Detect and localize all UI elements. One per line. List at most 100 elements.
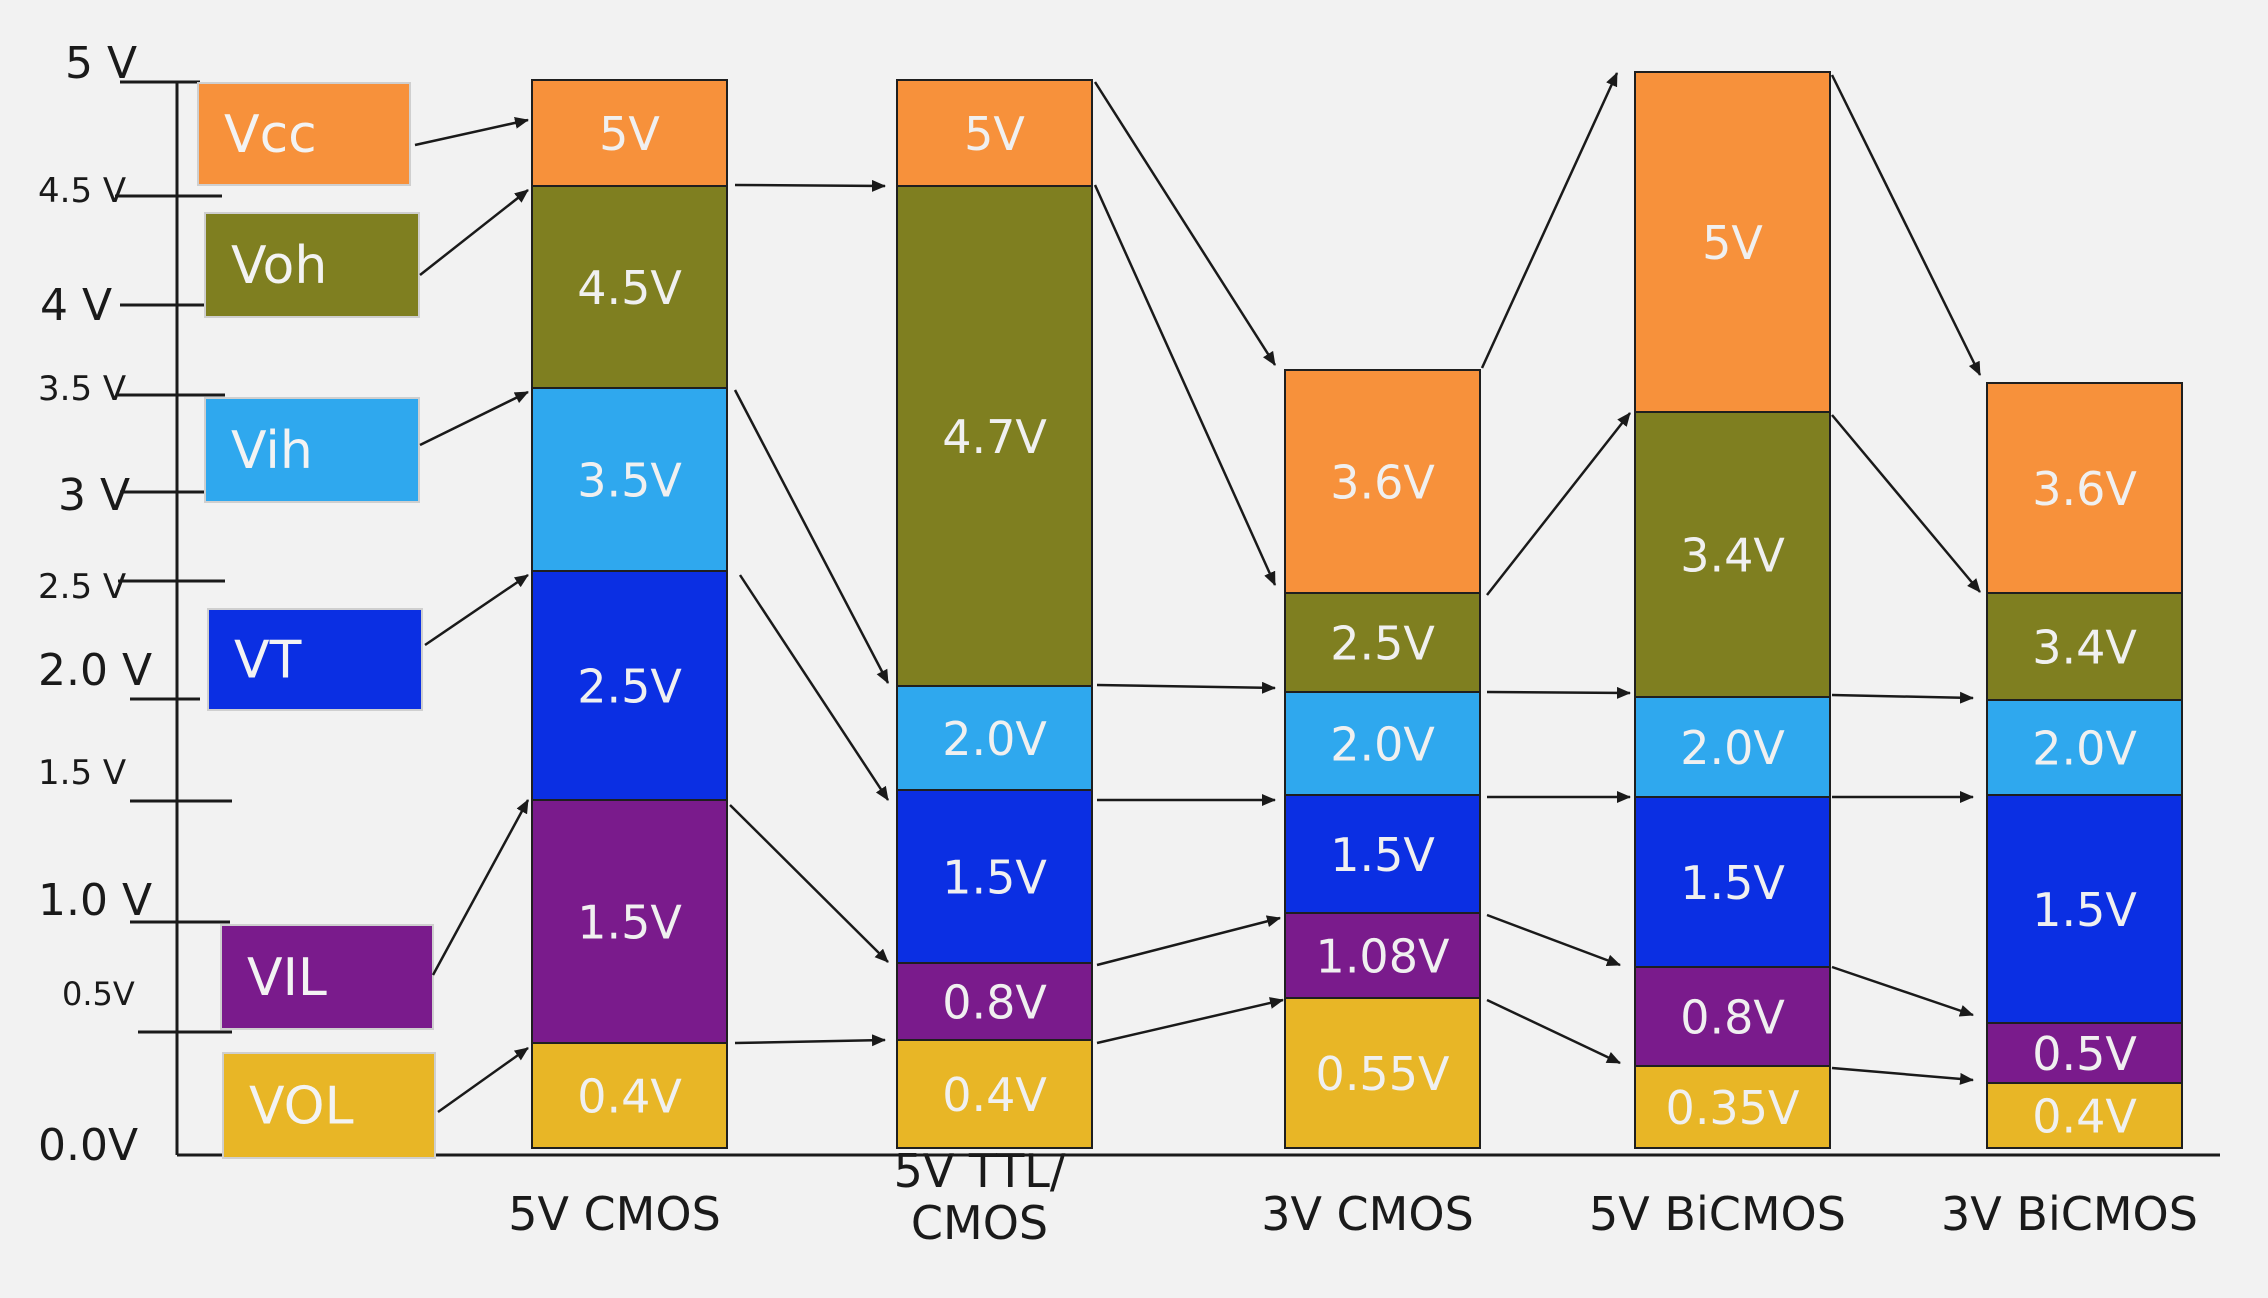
- segment-label: 0.8V: [1680, 991, 1785, 1045]
- segment-vil: [896, 962, 1093, 1041]
- segment-vih: [1986, 699, 2183, 796]
- segment-label: 0.4V: [577, 1070, 682, 1124]
- segment-label: 2.5V: [1330, 617, 1435, 671]
- columns: 5V 4.5V 3.5V 2.5V 1.5V 0.4V 5V CMOS 5V 4.7V 2.0V 1…: [508, 71, 2198, 1250]
- connector-arrow: [419, 189, 529, 276]
- legend-swatch: [220, 924, 434, 1030]
- segment-label: 1.08V: [1316, 930, 1450, 984]
- legend-swatch: [197, 82, 411, 186]
- connector-arrow: [1093, 81, 1277, 366]
- segment-voh: [896, 185, 1093, 687]
- column-5v-cmos: 5V 4.5V 3.5V 2.5V 1.5V 0.4V 5V CMOS: [508, 79, 728, 1241]
- segment-label: 5V: [964, 107, 1025, 161]
- column-3v-bicmos: 3.6V 3.4V 2.0V 1.5V 0.5V 0.4V 3V BiCMOS: [1941, 382, 2198, 1241]
- legend-swatch: [204, 212, 420, 318]
- connector-arrow: [1096, 997, 1284, 1045]
- segment-label: 1.5V: [2032, 883, 2137, 937]
- segment-label: 0.4V: [2032, 1090, 2137, 1144]
- connector-arrow: [1831, 414, 1981, 593]
- segment-vil: [1986, 1022, 2183, 1084]
- segment-vol: [1986, 1082, 2183, 1149]
- segment-label: 3.6V: [2032, 462, 2137, 516]
- segment-vol: [531, 1042, 728, 1149]
- segment-vil: [531, 799, 728, 1044]
- segment-label: 5V: [599, 107, 660, 161]
- segment-label: 2.0V: [2032, 722, 2137, 776]
- segment-label: 1.5V: [577, 896, 682, 950]
- axis-tick-label: 2.5 V: [38, 567, 126, 607]
- segment-label: 5V: [1702, 216, 1763, 270]
- segment-label: 3.5V: [577, 454, 682, 508]
- legend-item-vt: VT: [207, 608, 423, 711]
- connector-arrow: [1096, 915, 1281, 967]
- segment-voh: [531, 185, 728, 389]
- segment-label: 3.4V: [2032, 621, 2137, 675]
- connector-arrow: [1831, 691, 1974, 704]
- legend-label: VT: [234, 631, 302, 691]
- legend-swatch: [207, 608, 423, 711]
- legend-label: VIL: [247, 948, 327, 1008]
- connector-arrow: [738, 574, 890, 801]
- connector-arrow: [424, 573, 529, 647]
- segment-voh: [1986, 592, 2183, 701]
- axis-tick-label: 0.0V: [38, 1120, 138, 1171]
- segment-label: 1.5V: [942, 851, 1047, 905]
- column-name: 5V CMOS: [508, 1187, 721, 1241]
- segment-vil: [1284, 912, 1481, 999]
- connector-arrow: [1486, 686, 1631, 699]
- segment-voh: [1634, 411, 1831, 698]
- connector-arrow: [733, 389, 890, 684]
- segment-vol: [1284, 997, 1481, 1149]
- segment-label: 3.4V: [1680, 529, 1785, 583]
- segment-label: 4.5V: [577, 261, 682, 315]
- connector-arrow: [414, 116, 529, 147]
- segment-label: 4.7V: [942, 410, 1047, 464]
- segment-label: 0.35V: [1666, 1081, 1800, 1135]
- segment-vih: [531, 387, 728, 572]
- legend-item-vol: VOL: [222, 1052, 436, 1159]
- connector-arrow: [734, 179, 886, 192]
- segment-vt: [1634, 796, 1831, 968]
- connector-arrow: [1831, 965, 1974, 1017]
- segment-vt: [531, 570, 728, 801]
- column-name: 3V CMOS: [1261, 1187, 1474, 1241]
- connector-arrow: [1486, 998, 1621, 1065]
- segment-label: 2.5V: [577, 660, 682, 714]
- axis-tick-label: 0.5V: [62, 975, 135, 1013]
- segment-vih: [1284, 691, 1481, 796]
- column-5v-ttl-cmos: 5V 4.7V 2.0V 1.5V 0.8V 0.4V 5V TTL/CMOS: [894, 79, 1093, 1250]
- column-name: 3V BiCMOS: [1941, 1187, 2198, 1241]
- legend-swatch: [222, 1052, 436, 1159]
- axis-tick-label: 1.0 V: [38, 875, 152, 926]
- connector-arrow: [1093, 184, 1277, 586]
- segment-label: 0.4V: [942, 1068, 1047, 1122]
- legend-item-vcc: Vcc: [197, 82, 411, 186]
- segment-vt: [896, 789, 1093, 964]
- legend-label: Vih: [231, 421, 313, 481]
- connector-arrow: [419, 390, 529, 447]
- connector-arrow: [734, 1034, 886, 1047]
- connector-arrow: [1486, 913, 1621, 967]
- axis-tick-label: 4.5 V: [38, 171, 126, 211]
- legend: Vcc Voh Vih VT VIL VOL: [197, 82, 436, 1159]
- segment-vih: [1634, 696, 1831, 798]
- connector-arrow: [1486, 412, 1631, 596]
- segment-vcc: [1284, 369, 1481, 594]
- legend-label: VOL: [249, 1077, 354, 1137]
- column-name: CMOS: [911, 1196, 1048, 1250]
- connector-arrow: [729, 804, 889, 963]
- segment-label: 0.8V: [942, 976, 1047, 1030]
- segment-label: 2.0V: [1680, 721, 1785, 775]
- segment-label: 1.5V: [1330, 828, 1435, 882]
- segment-label: 1.5V: [1680, 856, 1785, 910]
- legend-swatch: [204, 397, 420, 503]
- segment-label: 2.0V: [1330, 718, 1435, 772]
- segment-vol: [896, 1039, 1093, 1149]
- segment-label: 0.5V: [2032, 1027, 2137, 1081]
- legend-label: Voh: [231, 236, 327, 296]
- segment-label: 0.55V: [1316, 1047, 1450, 1101]
- arrows: [414, 72, 1982, 1114]
- voltage-axis: 5 V4.5 V4 V3.5 V3 V2.5 V2.0 V1.5 V1.0 V0…: [38, 38, 2220, 1171]
- connector-arrow: [437, 1046, 529, 1114]
